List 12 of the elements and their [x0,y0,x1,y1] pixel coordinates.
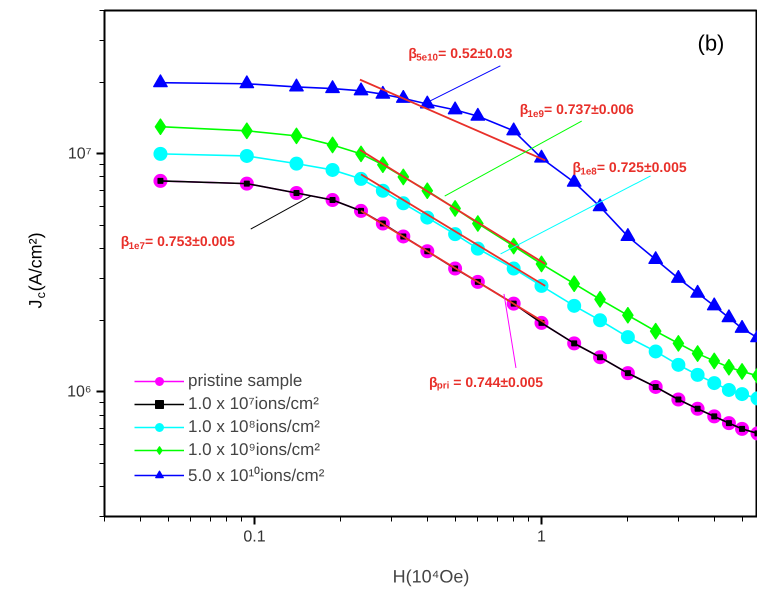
legend-label: 1.0 x 10⁷ions/cm² [188,394,319,414]
annotation: (b) [698,30,724,56]
x-tick-label: 0.1 [243,528,266,546]
x-tick-label: 1 [537,528,546,546]
legend-label: pristine sample [188,371,302,391]
y-axis-title: Jc(A/cm²) [26,232,48,308]
legend-label: 5.0 x 10¹⁰ions/cm² [188,465,324,486]
y-tick-label: 10⁷ [68,145,92,162]
y-tick-label: 10⁶ [67,383,92,400]
legend-label: 1.0 x 10⁹ions/cm² [188,440,320,460]
legend-label: 1.0 x 10⁸ions/cm² [188,417,320,437]
x-axis-title: H(10⁴Oe) [392,566,470,586]
